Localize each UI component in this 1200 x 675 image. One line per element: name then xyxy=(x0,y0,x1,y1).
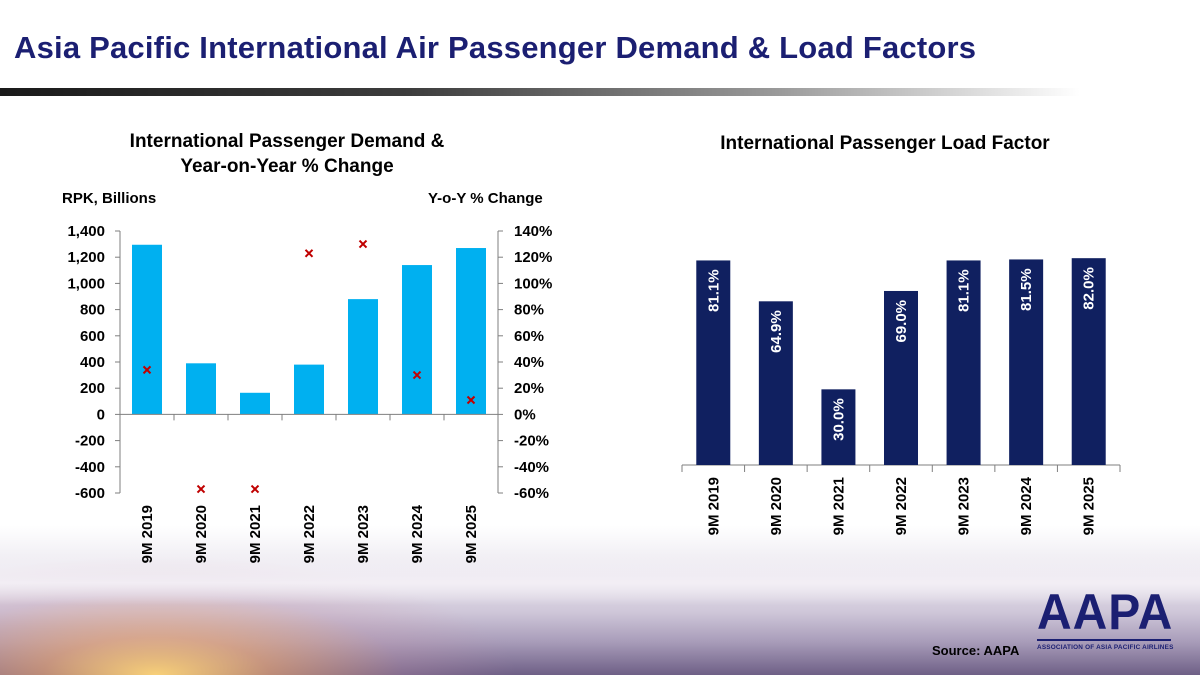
right-tick-label: 20% xyxy=(514,380,544,397)
source-note: Source: AAPA xyxy=(932,643,1020,658)
demand-bar xyxy=(402,265,432,415)
left-tick-label: 800 xyxy=(80,302,105,319)
cloud-band xyxy=(0,550,1200,605)
right-tick-label: 40% xyxy=(514,354,544,371)
demand-chart-title-line-2: Year-on-Year % Change xyxy=(180,156,394,177)
aapa-logo: AAPA ASSOCIATION OF ASIA PACIFIC AIRLINE… xyxy=(1037,586,1179,651)
right-tick-label: -20% xyxy=(514,433,549,450)
title-underline xyxy=(0,88,1080,96)
category-label: 9M 2021 xyxy=(830,477,847,535)
page-title: Asia Pacific International Air Passenger… xyxy=(14,30,977,65)
left-axis-label: RPK, Billions xyxy=(62,190,157,207)
load-factor-bar xyxy=(758,301,793,465)
load-factor-bar xyxy=(696,260,731,465)
yoy-marker xyxy=(250,484,260,494)
right-tick-label: 80% xyxy=(514,302,544,319)
demand-bar xyxy=(294,364,324,415)
load-factor-value-label: 69.0% xyxy=(893,300,910,343)
yoy-marker-stroke xyxy=(142,365,152,375)
yoy-marker-stroke xyxy=(250,484,260,494)
load-factor-bar xyxy=(821,389,856,465)
right-tick-label: 120% xyxy=(514,249,552,266)
load-factor-chart-title: International Passenger Load Factor xyxy=(720,133,1050,154)
left-tick-label: 600 xyxy=(80,328,105,345)
left-tick-label: -400 xyxy=(75,459,105,476)
category-label: 9M 2019 xyxy=(139,505,156,563)
load-factor-value-label: 81.1% xyxy=(956,269,973,312)
right-tick-label: 0% xyxy=(514,406,536,423)
left-tick-label: 400 xyxy=(80,354,105,371)
left-tick-label: 1,200 xyxy=(67,249,105,266)
load-factor-bar xyxy=(1071,258,1106,465)
demand-chart-title-line-1: International Passenger Demand & xyxy=(129,131,445,152)
load-factor-value-label: 82.0% xyxy=(1081,267,1098,310)
load-factor-bar xyxy=(1009,259,1044,465)
right-axis-label: Y-o-Y % Change xyxy=(428,190,543,207)
category-label: 9M 2023 xyxy=(355,505,372,563)
yoy-marker-stroke xyxy=(358,239,368,249)
demand-bar xyxy=(240,392,270,415)
category-label: 9M 2025 xyxy=(463,505,480,563)
demand-bar xyxy=(186,363,216,415)
load-factor-bar xyxy=(946,260,981,465)
right-tick-label: -40% xyxy=(514,459,549,476)
yoy-marker xyxy=(196,484,206,494)
yoy-marker-stroke xyxy=(304,249,314,258)
left-tick-label: 1,400 xyxy=(67,223,105,240)
load-factor-chart: 81.1% 9M 2019 64.9% 9M 2020 30.0% 9M 2021 69.0… xyxy=(681,258,1121,535)
category-label: 9M 2025 xyxy=(1081,477,1098,535)
category-label: 9M 2022 xyxy=(301,505,318,563)
aapa-logo-rule xyxy=(1037,639,1171,641)
yoy-marker xyxy=(142,365,152,375)
demand-bar xyxy=(132,244,162,415)
yoy-marker-stroke xyxy=(196,484,206,494)
load-factor-value-label: 81.1% xyxy=(705,269,722,312)
load-factor-value-label: 64.9% xyxy=(768,310,785,353)
left-tick-label: -600 xyxy=(75,485,105,502)
category-label: 9M 2020 xyxy=(768,477,785,535)
yoy-marker-stroke xyxy=(412,370,422,380)
right-tick-label: -60% xyxy=(514,485,549,502)
load-factor-value-label: 30.0% xyxy=(830,398,847,441)
yoy-marker xyxy=(304,249,314,258)
load-factor-bar xyxy=(884,290,918,465)
yoy-marker xyxy=(358,239,368,249)
demand-chart-title: International Passenger Demand & Year-on… xyxy=(62,129,512,179)
category-label: 9M 2020 xyxy=(193,505,210,563)
demand-bar xyxy=(348,299,378,415)
category-label: 9M 2023 xyxy=(956,477,973,535)
aapa-logo-subtitle: ASSOCIATION OF ASIA PACIFIC AIRLINES xyxy=(1037,644,1174,651)
aapa-logo-text: AAPA xyxy=(1037,584,1174,640)
left-tick-label: 1,000 xyxy=(67,275,105,292)
yoy-marker xyxy=(412,370,422,380)
yoy-marker xyxy=(466,395,476,405)
right-tick-label: 140% xyxy=(514,223,552,240)
category-label: 9M 2019 xyxy=(705,477,722,535)
category-label: 9M 2021 xyxy=(247,505,264,563)
category-label: 9M 2024 xyxy=(409,504,426,563)
demand-chart: 1,400 1,200 1,000 800 600 400 200 0 -200 -400 -600… xyxy=(67,223,552,563)
right-tick-label: 100% xyxy=(514,275,552,292)
left-tick-label: 0 xyxy=(97,406,105,423)
left-tick-label: 200 xyxy=(80,380,105,397)
load-factor-value-label: 81.5% xyxy=(1018,268,1035,311)
category-label: 9M 2024 xyxy=(1018,476,1035,535)
category-label: 9M 2022 xyxy=(893,477,910,535)
left-tick-label: -200 xyxy=(75,433,105,450)
demand-bar xyxy=(456,248,486,415)
yoy-marker-stroke xyxy=(466,395,476,405)
right-tick-label: 60% xyxy=(514,328,544,345)
